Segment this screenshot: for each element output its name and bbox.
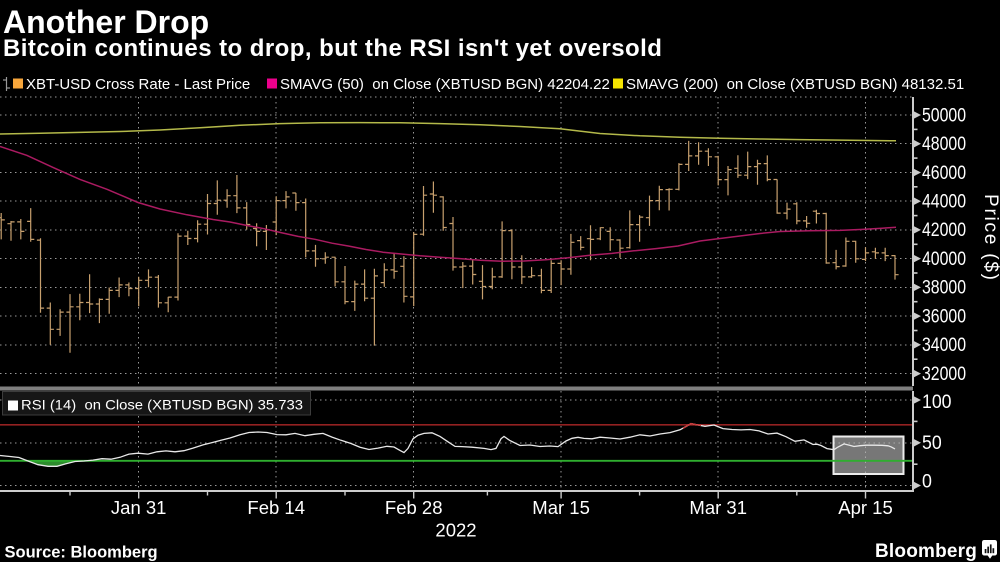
svg-text:XBT-USD Cross Rate - Last Pric: XBT-USD Cross Rate - Last Price (26, 76, 250, 93)
svg-text:46000: 46000 (922, 163, 966, 184)
svg-text:SMAVG (200) on Close (XBTUSD: SMAVG (200) on Close (XBTUSD BGN) 48132.… (626, 76, 964, 93)
svg-text:40000: 40000 (922, 249, 966, 270)
svg-text:Apr 15: Apr 15 (838, 497, 893, 518)
svg-text:50: 50 (922, 433, 942, 454)
svg-text:2022: 2022 (435, 520, 476, 541)
svg-text:42000: 42000 (922, 220, 966, 241)
svg-text:44000: 44000 (922, 192, 966, 213)
svg-text:48000: 48000 (922, 134, 966, 155)
svg-text:Another Drop: Another Drop (3, 4, 209, 40)
svg-text:Feb 14: Feb 14 (247, 497, 305, 518)
svg-text:SMAVG (50) on Close (XBTUSD B: SMAVG (50) on Close (XBTUSD BGN) 42204.2… (280, 76, 610, 93)
svg-text:Bloomberg: Bloomberg (875, 541, 977, 562)
svg-text:Jan 31: Jan 31 (111, 497, 167, 518)
svg-text:100: 100 (922, 392, 952, 413)
svg-text:32000: 32000 (922, 364, 966, 385)
svg-text:0: 0 (922, 472, 932, 493)
svg-text:RSI (14) on Close (XBTUSD BGN: RSI (14) on Close (XBTUSD BGN) 35.733 (21, 397, 303, 413)
svg-text:Bitcoin continues to drop, but: Bitcoin continues to drop, but the RSI i… (3, 35, 662, 62)
svg-text:36000: 36000 (922, 306, 966, 327)
svg-text:Feb 28: Feb 28 (385, 497, 443, 518)
svg-text:Mar 15: Mar 15 (532, 497, 590, 518)
svg-text:Mar 31: Mar 31 (689, 497, 747, 518)
svg-text:50000: 50000 (922, 105, 966, 126)
svg-text:34000: 34000 (922, 335, 966, 356)
svg-text:Source: Bloomberg: Source: Bloomberg (5, 544, 158, 562)
svg-text:38000: 38000 (922, 278, 966, 299)
